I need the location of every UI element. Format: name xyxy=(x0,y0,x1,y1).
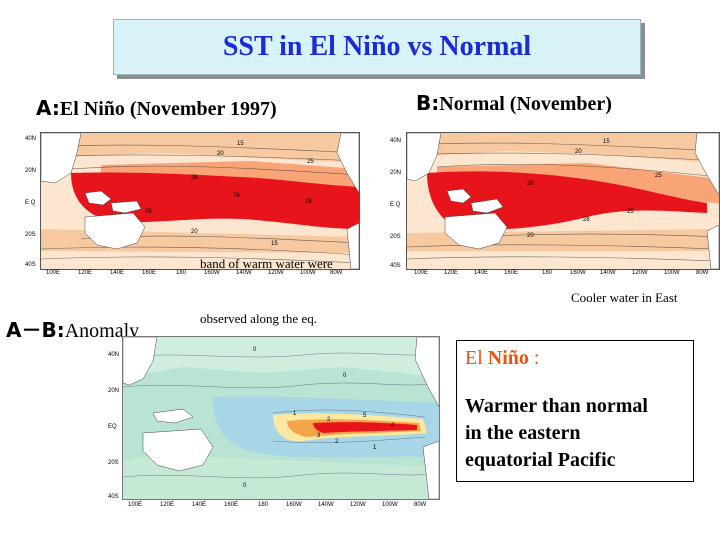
lon-tick: 120W xyxy=(268,270,284,276)
lon-tick: 160W xyxy=(204,270,220,276)
slide-title: SST in El Niño vs Normal xyxy=(222,31,532,62)
lat-tick: 20S xyxy=(108,460,119,466)
el-nino-callout: El Niño : Warmer than normal in the east… xyxy=(456,340,694,482)
note-warm-band-2: observed along the eq. xyxy=(200,311,317,326)
lon-tick: 140W xyxy=(318,502,334,508)
lon-tick: 120W xyxy=(632,270,648,276)
contour-label: 15 xyxy=(603,139,610,145)
map-sst-anomaly: 0 0 1 2 3 4 5 2 1 0 xyxy=(122,336,440,500)
lon-tick: 100W xyxy=(664,270,680,276)
note-warm-band-1: band of warm water were xyxy=(200,256,333,271)
lon-tick: 140E xyxy=(474,270,489,276)
lon-tick: 100W xyxy=(300,270,316,276)
contour-label: 15 xyxy=(271,241,278,247)
panel-a-prefix: A: xyxy=(36,96,60,120)
lon-tick: 100W xyxy=(382,502,398,508)
lat-tick: 20N xyxy=(390,170,402,176)
contour-label: 28 xyxy=(305,199,312,205)
lat-tick: E Q xyxy=(390,202,401,208)
panel-c-title: Anomaly xyxy=(64,320,140,342)
lon-tick: 140W xyxy=(600,270,616,276)
lat-tick: 40S xyxy=(108,494,119,500)
lon-tick: 80W xyxy=(414,502,427,508)
map-normal-sst: 15 20 25 28 25 20 28 xyxy=(406,132,720,270)
lon-tick: 160W xyxy=(570,270,586,276)
lon-tick: 80W xyxy=(330,270,343,276)
panel-c-label: A－B:Anomaly xyxy=(6,314,139,343)
lon-tick: 180 xyxy=(542,270,553,276)
contour-label: 2 xyxy=(327,417,331,423)
lon-tick: 80W xyxy=(696,270,709,276)
panel-a-title: El Niño (November 1997) xyxy=(59,98,277,120)
lon-tick: 140E xyxy=(110,270,125,276)
contour-label: 20 xyxy=(527,233,534,239)
lat-tick: 40S xyxy=(390,263,401,269)
lat-tick: 20S xyxy=(390,234,401,240)
lon-tick: 140W xyxy=(236,270,252,276)
contour-label: 25 xyxy=(145,209,152,215)
contour-label: 1 xyxy=(373,445,377,451)
contour-label: 0 xyxy=(253,347,257,353)
contour-label: 4 xyxy=(391,423,395,429)
lon-tick: 160W xyxy=(286,502,302,508)
contour-label: 2 xyxy=(335,439,339,445)
lat-tick: 20S xyxy=(25,232,36,238)
lon-tick: 120E xyxy=(160,502,175,508)
contour-label: 28 xyxy=(583,217,590,223)
lon-tick: 160E xyxy=(504,270,519,276)
panel-b-prefix: B: xyxy=(416,91,440,115)
callout-line-3: equatorial Pacific xyxy=(465,449,616,471)
callout-head-colon: : xyxy=(528,347,540,369)
callout-head-nino: Niño xyxy=(487,347,529,369)
lon-tick: 120E xyxy=(444,270,459,276)
lat-tick: 40S xyxy=(25,262,36,268)
callout-heading: El Niño : xyxy=(465,347,539,370)
lat-tick: E Q xyxy=(25,200,36,206)
contour-label: 25 xyxy=(627,209,634,215)
lat-tick: 40N xyxy=(108,352,120,358)
lon-tick: 100E xyxy=(128,502,143,508)
panel-c-prefix: A－B: xyxy=(6,318,65,342)
callout-line-2: in the eastern xyxy=(465,422,581,444)
panel-b-title: Normal (November) xyxy=(439,93,612,115)
lon-tick: 180 xyxy=(176,270,187,276)
lat-tick: 20N xyxy=(108,388,120,394)
contour-label: 3 xyxy=(317,433,321,439)
contour-label: 5 xyxy=(363,413,367,419)
lon-tick: 100E xyxy=(46,270,61,276)
contour-label: 0 xyxy=(343,373,347,379)
lon-tick: 100E xyxy=(414,270,429,276)
note-cooler-east: Cooler water in East xyxy=(571,290,678,305)
contour-label: 20 xyxy=(217,151,224,157)
contour-label: 25 xyxy=(655,173,662,179)
lon-tick: 120W xyxy=(350,502,366,508)
contour-label: 1 xyxy=(293,411,297,417)
callout-head-el: El xyxy=(465,347,488,369)
panel-a-label: A:El Niño (November 1997) xyxy=(36,96,277,121)
lon-tick: 140E xyxy=(192,502,207,508)
contour-label: 26 xyxy=(233,193,240,199)
callout-line-1: Warmer than normal xyxy=(465,395,648,417)
callout-body: Warmer than normal in the eastern equato… xyxy=(465,393,648,474)
contour-label: 0 xyxy=(243,483,247,489)
contour-label: 20 xyxy=(575,149,582,155)
lon-tick: 160E xyxy=(142,270,157,276)
lon-tick: 160E xyxy=(224,502,239,508)
slide-title-box: SST in El Niño vs Normal xyxy=(113,19,641,75)
map-el-nino-sst: 15 20 25 28 26 28 25 20 15 xyxy=(40,132,360,270)
lon-tick: 180 xyxy=(258,502,269,508)
contour-label: 20 xyxy=(191,229,198,235)
lat-tick: 20N xyxy=(25,168,37,174)
contour-label: 15 xyxy=(237,141,244,147)
contour-label: 28 xyxy=(191,175,198,181)
lon-tick: 120E xyxy=(78,270,93,276)
contour-label: 28 xyxy=(527,181,534,187)
lat-tick: 40N xyxy=(25,136,37,142)
contour-label: 25 xyxy=(307,159,314,165)
lat-tick: 40N xyxy=(390,138,402,144)
lat-tick: EQ xyxy=(108,424,117,430)
panel-b-label: B:Normal (November) xyxy=(416,91,612,116)
